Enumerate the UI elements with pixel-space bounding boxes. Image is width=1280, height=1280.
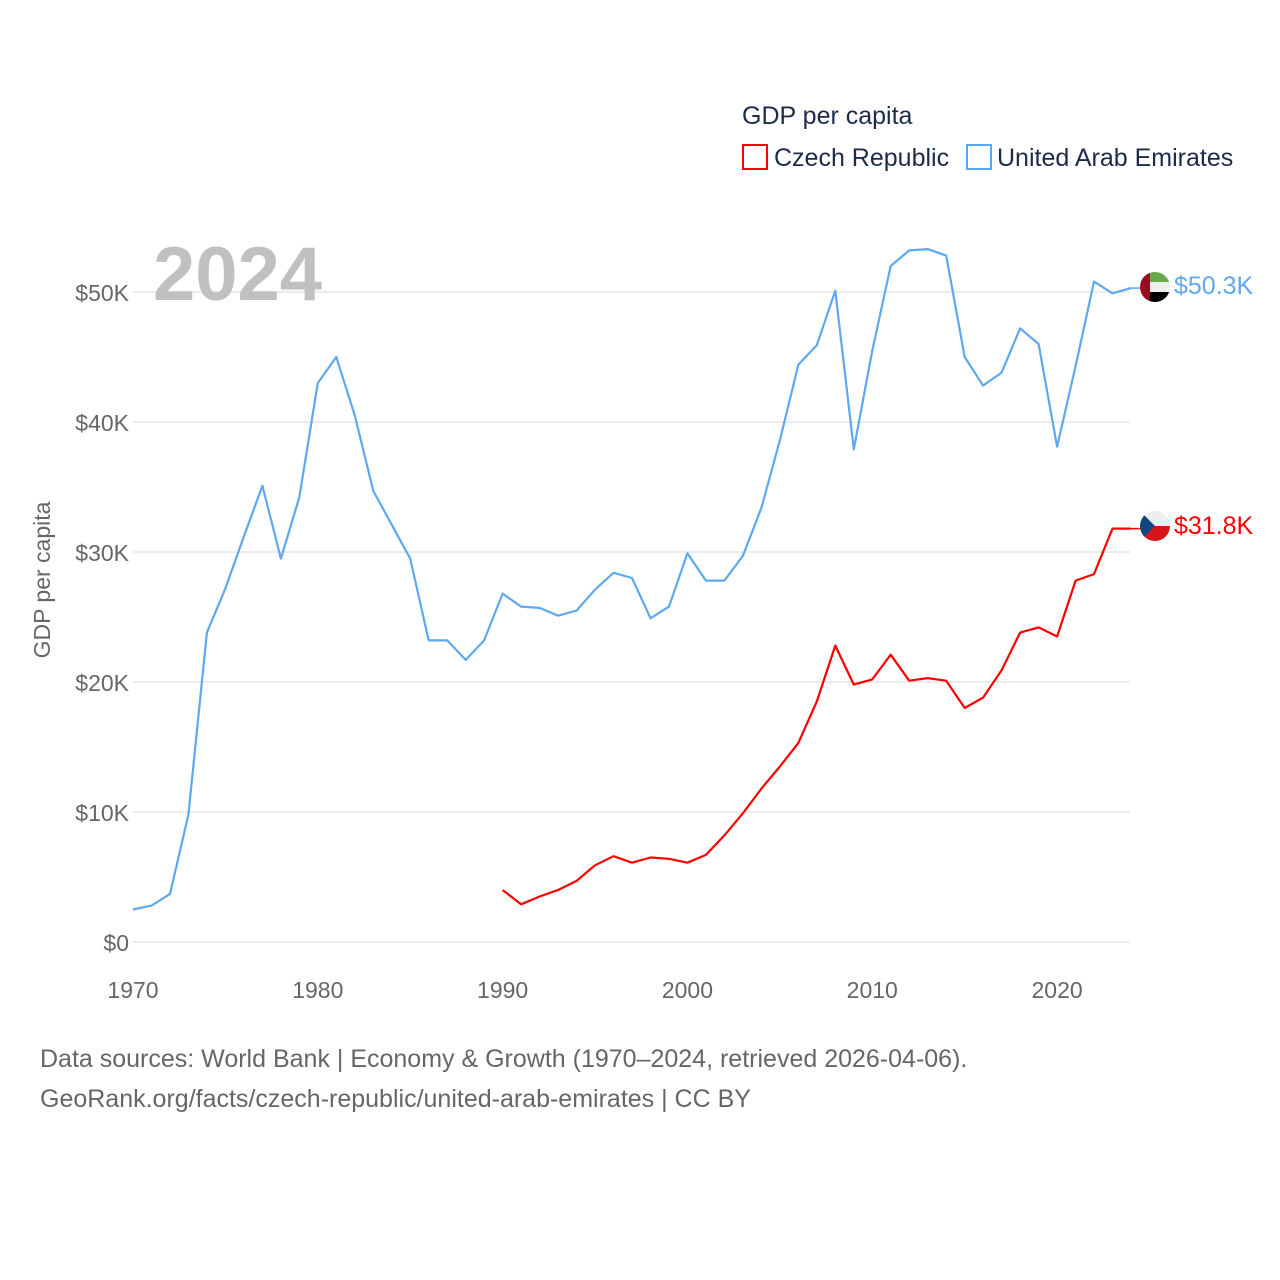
y-tick-label: $10K — [75, 800, 129, 826]
legend: GDP per capita Czech Republic United Ara… — [742, 102, 1233, 172]
footer-link[interactable]: GeoRank.org/facts/czech-republic/united-… — [40, 1085, 751, 1113]
legend-swatch-czech[interactable] — [742, 144, 768, 170]
x-tick-label: 1970 — [107, 977, 158, 1003]
legend-swatch-uae[interactable] — [966, 144, 992, 170]
y-tick-label: $50K — [75, 280, 129, 306]
uae-end-label: $50.3K — [1174, 272, 1254, 300]
footer-sources: Data sources: World Bank | Economy & Gro… — [40, 1045, 968, 1073]
y-axis-label: GDP per capita — [29, 501, 55, 658]
x-tick-label: 2000 — [662, 977, 713, 1003]
legend-label-uae[interactable]: United Arab Emirates — [997, 144, 1233, 172]
czech-flag-icon — [1140, 511, 1170, 541]
series-line-czech — [501, 527, 1131, 906]
y-tick-label: $30K — [75, 540, 129, 566]
year-watermark: 2024 — [153, 232, 322, 317]
y-tick-label: $40K — [75, 410, 129, 436]
y-tick-label: $20K — [75, 670, 129, 696]
czech-end-label: $31.8K — [1174, 512, 1254, 540]
uae-flag-icon — [1140, 272, 1170, 302]
series-lines — [132, 248, 1140, 911]
legend-title: GDP per capita — [742, 102, 913, 130]
grid-lines — [133, 291, 1130, 943]
legend-label-czech[interactable]: Czech Republic — [774, 144, 949, 172]
y-tick-label: $0 — [103, 930, 129, 956]
series-line-uae — [132, 248, 1132, 911]
y-axis-ticks: $0 $10K $20K $30K $40K $50K — [75, 280, 129, 956]
x-tick-label: 2010 — [847, 977, 898, 1003]
x-tick-label: 2020 — [1031, 977, 1082, 1003]
x-axis-ticks: 1970 1980 1990 2000 2010 2020 — [107, 977, 1082, 1003]
x-tick-label: 1990 — [477, 977, 528, 1003]
x-tick-label: 1980 — [292, 977, 343, 1003]
